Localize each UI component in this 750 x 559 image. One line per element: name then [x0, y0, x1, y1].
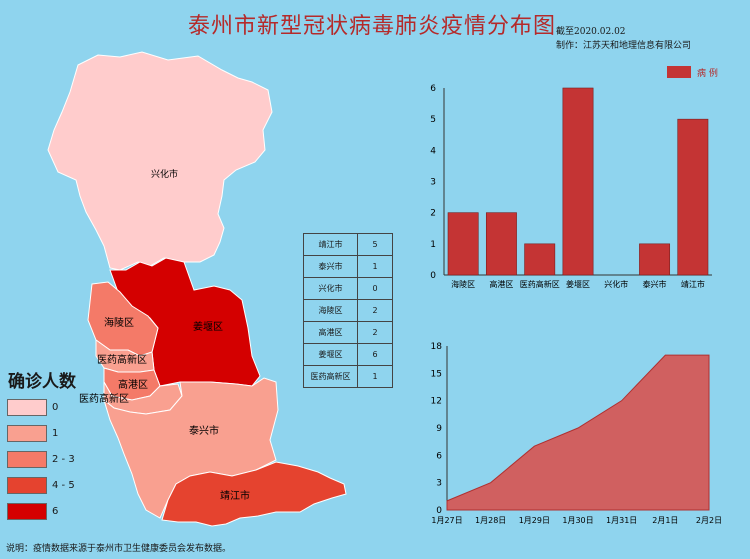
table-row: 海陵区 2 — [303, 299, 393, 322]
area-x-tick-label: 1月31日 — [606, 516, 637, 525]
bar-x-tick-label: 姜堰区 — [566, 279, 590, 289]
legend-label-2: 2 - 3 — [52, 454, 75, 465]
bar-2 — [524, 243, 556, 276]
bar-0 — [447, 212, 479, 276]
label-jiangyan: 姜堰区 — [193, 320, 223, 333]
area-y-tick-label: 6 — [436, 451, 442, 461]
area-x-tick-label: 1月30日 — [562, 516, 593, 525]
legend-label-3: 4 - 5 — [52, 480, 75, 491]
footer-note: 说明：疫情数据来源于泰州市卫生健康委员会发布数据。 — [6, 544, 232, 554]
legend-swatch-2 — [7, 451, 47, 468]
bar-x-tick-label: 泰兴市 — [643, 279, 667, 289]
legend-swatch-0 — [7, 399, 47, 416]
table-row: 兴化市 0 — [303, 277, 393, 300]
bar-1 — [485, 212, 517, 276]
table-cell-value: 2 — [357, 299, 393, 322]
bar-y-tick-label: 1 — [430, 240, 436, 250]
area-y-tick-label: 9 — [436, 424, 442, 434]
legend-label-0: 0 — [52, 402, 59, 413]
table-cell-value: 1 — [357, 365, 393, 388]
area-y-tick-label: 0 — [436, 506, 442, 516]
bar-x-tick-label: 海陵区 — [451, 279, 475, 289]
label-xinghua: 兴化市 — [151, 168, 178, 180]
table-cell-value: 5 — [357, 233, 393, 256]
bar-x-tick-label: 医药高新区 — [520, 279, 560, 289]
legend-swatch-4 — [7, 503, 47, 520]
bar-y-tick-label: 2 — [430, 209, 436, 219]
region-jingjiang[interactable] — [161, 461, 347, 527]
bar-x-tick-label: 靖江市 — [681, 279, 705, 289]
cases-table: 靖江市 5 泰兴市 1 兴化市 0 海陵区 2 高港区 2 姜堰区 6 医药高新区 1 — [303, 233, 393, 388]
label-hailing: 海陵区 — [104, 316, 134, 329]
legend-label-1: 1 — [52, 428, 59, 439]
maker-label: 制作：江苏天和地理信息有限公司 — [556, 41, 692, 51]
label-yiyao-south: 医药高新区 — [79, 392, 129, 405]
area-series — [446, 354, 710, 511]
area-y-tick-label: 15 — [431, 369, 442, 379]
bar-x-tick-label: 兴化市 — [604, 279, 628, 289]
bar-y-tick-label: 3 — [430, 178, 436, 188]
label-taixing: 泰兴市 — [189, 424, 219, 437]
area-x-tick-label: 1月29日 — [519, 516, 550, 525]
legend-swatch-3 — [7, 477, 47, 494]
page-title: 泰州市新型冠状病毒肺炎疫情分布图 — [188, 14, 557, 39]
bar-y-tick-label: 6 — [430, 84, 436, 94]
area-x-tick-label: 2月2日 — [696, 516, 722, 525]
bar-legend-swatch — [667, 66, 691, 78]
bar-y-tick-label: 0 — [430, 271, 436, 281]
bar-y-tick-label: 4 — [430, 146, 436, 156]
bar-x-tick-label: 高港区 — [489, 279, 513, 289]
bar-3 — [562, 87, 594, 276]
label-yiyao-north: 医药高新区 — [97, 353, 147, 366]
bar-5 — [639, 243, 671, 276]
bar-legend-label: 病 例 — [697, 67, 718, 79]
area-y-tick-label: 18 — [431, 342, 443, 352]
area-x-tick-label: 2月1日 — [652, 516, 678, 525]
legend-swatch-1 — [7, 425, 47, 442]
table-row: 高港区 2 — [303, 321, 393, 344]
legend-title: 确诊人数 — [8, 372, 76, 392]
date-label: 截至2020.02.02 — [556, 27, 626, 37]
bar-y-tick-label: 5 — [430, 115, 436, 125]
label-jingjiang: 靖江市 — [220, 489, 250, 502]
table-row: 医药高新区 1 — [303, 365, 393, 388]
area-x-tick-label: 1月28日 — [475, 516, 506, 525]
label-gaogang: 高港区 — [118, 378, 148, 391]
region-xinghua[interactable] — [47, 51, 273, 271]
legend-label-4: 6 — [52, 506, 59, 517]
area-y-tick-label: 3 — [436, 479, 442, 489]
area-x-tick-label: 1月27日 — [431, 516, 462, 525]
area-y-tick-label: 12 — [431, 397, 442, 407]
bar-6 — [677, 118, 709, 276]
region-taixing[interactable] — [103, 377, 279, 519]
